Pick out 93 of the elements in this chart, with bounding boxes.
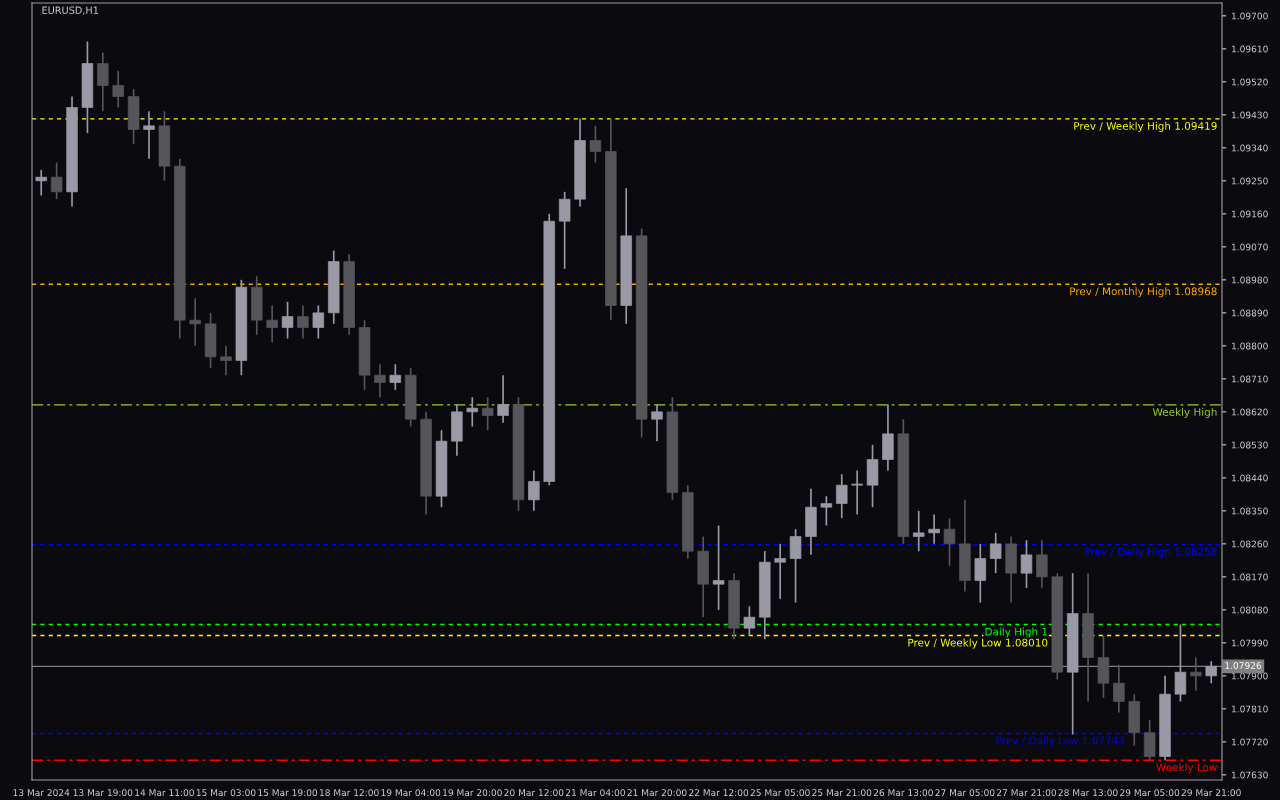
y-tick-label: 1.07990 bbox=[1232, 639, 1268, 647]
candlestick bbox=[312, 304, 325, 340]
x-tick-label: 28 Mar 13:00 bbox=[1058, 789, 1118, 797]
candlestick bbox=[389, 363, 402, 391]
y-tick-label: 1.09700 bbox=[1232, 12, 1268, 20]
ref-line-label: Daily High 1 bbox=[985, 627, 1048, 638]
y-tick-label: 1.09340 bbox=[1232, 144, 1268, 152]
candlestick bbox=[943, 517, 956, 567]
candlestick bbox=[1205, 660, 1217, 685]
chart-title: EURUSD,H1 bbox=[42, 6, 98, 15]
candlestick bbox=[112, 70, 124, 109]
ref-line-label: Weekly Low bbox=[1156, 763, 1217, 774]
y-tick-label: 1.07720 bbox=[1232, 738, 1268, 746]
x-tick-label: 21 Mar 04:00 bbox=[565, 789, 625, 797]
ref-line-label: Weekly High bbox=[1152, 407, 1217, 418]
candlestick bbox=[589, 125, 602, 164]
y-tick-label: 1.08800 bbox=[1232, 342, 1268, 350]
y-tick-label: 1.07900 bbox=[1232, 672, 1268, 680]
ref-line-label: Prev / Monthly High 1.08968 bbox=[1070, 287, 1217, 298]
candlestick bbox=[1113, 664, 1125, 714]
candlestick bbox=[143, 110, 155, 160]
x-tick-label: 13 Mar 19:00 bbox=[73, 789, 133, 797]
x-tick-label: 15 Mar 03:00 bbox=[196, 789, 256, 797]
x-tick-label: 27 Mar 21:00 bbox=[997, 789, 1057, 797]
candlestick bbox=[481, 396, 494, 432]
x-tick-label: 18 Mar 12:00 bbox=[319, 789, 379, 797]
x-tick-label: 25 Mar 21:00 bbox=[812, 789, 872, 797]
ref-line-label: Prev / Daily Low 1.07743 bbox=[996, 736, 1125, 747]
y-tick-label: 1.08440 bbox=[1232, 474, 1268, 482]
candlestick bbox=[820, 495, 833, 527]
y-tick-label: 1.08350 bbox=[1232, 507, 1268, 515]
y-tick-label: 1.08980 bbox=[1232, 276, 1268, 284]
y-tick-label: 1.08530 bbox=[1232, 441, 1268, 449]
candlestick bbox=[97, 51, 109, 113]
candlestick bbox=[266, 304, 278, 344]
candlestick bbox=[651, 403, 663, 443]
x-tick-label: 19 Mar 04:00 bbox=[381, 789, 441, 797]
x-tick-label: 27 Mar 05:00 bbox=[935, 789, 995, 797]
y-tick-label: 1.08260 bbox=[1232, 540, 1268, 548]
candlestick bbox=[1174, 623, 1187, 703]
y-tick-label: 1.07810 bbox=[1232, 705, 1268, 713]
x-tick-label: 19 Mar 20:00 bbox=[443, 789, 502, 797]
candlestick bbox=[1036, 539, 1048, 589]
candlestick bbox=[35, 169, 47, 197]
candlestick bbox=[836, 473, 848, 520]
y-tick-label: 1.09250 bbox=[1232, 177, 1268, 185]
y-tick-label: 1.08620 bbox=[1232, 408, 1268, 416]
y-tick-label: 1.08080 bbox=[1232, 606, 1268, 614]
candlestick bbox=[928, 513, 940, 545]
candlestick bbox=[281, 301, 294, 340]
candlestick bbox=[774, 543, 786, 600]
ref-line-label: 1.07926 bbox=[1225, 662, 1262, 669]
candlestick bbox=[1020, 539, 1033, 589]
candlestick bbox=[743, 605, 756, 637]
x-tick-label: 13 Mar 2024 bbox=[13, 789, 70, 797]
candlestick bbox=[497, 374, 509, 424]
candlestick bbox=[1143, 719, 1156, 762]
candlestick bbox=[789, 528, 802, 604]
y-tick-label: 1.09160 bbox=[1232, 210, 1268, 218]
y-tick-label: 1.07630 bbox=[1232, 771, 1268, 779]
candlestick bbox=[50, 161, 63, 201]
y-tick-label: 1.08890 bbox=[1232, 309, 1268, 317]
x-tick-label: 26 Mar 13:00 bbox=[873, 789, 933, 797]
ref-line-label: Prev / Weekly Low 1.08010 bbox=[908, 638, 1048, 649]
x-tick-label: 29 Mar 21:00 bbox=[1181, 789, 1241, 797]
candlestick bbox=[374, 363, 386, 399]
ref-line-label: Prev / Weekly High 1.09419 bbox=[1074, 121, 1217, 132]
candlestick bbox=[189, 297, 201, 347]
candlestick bbox=[466, 396, 479, 428]
candlestick bbox=[297, 304, 309, 340]
x-tick-label: 25 Mar 05:00 bbox=[750, 789, 810, 797]
y-tick-label: 1.08710 bbox=[1232, 375, 1268, 383]
ref-line-label: Prev / Daily High 1.08258 bbox=[1085, 547, 1217, 558]
candlestick bbox=[558, 191, 571, 270]
candlestick bbox=[220, 345, 232, 377]
candlestick bbox=[912, 510, 925, 553]
x-tick-label: 21 Mar 20:00 bbox=[627, 789, 687, 797]
y-tick-label: 1.09070 bbox=[1232, 243, 1268, 251]
x-tick-label: 29 Mar 05:00 bbox=[1120, 789, 1180, 797]
candlestick bbox=[851, 469, 863, 516]
candlestick bbox=[712, 524, 725, 611]
candlestick bbox=[1190, 656, 1202, 692]
x-tick-label: 20 Mar 12:00 bbox=[504, 789, 564, 797]
candlestick bbox=[528, 469, 540, 512]
x-tick-label: 15 Mar 19:00 bbox=[258, 789, 318, 797]
candlestick bbox=[974, 543, 987, 604]
x-tick-label: 14 Mar 11:00 bbox=[135, 789, 194, 797]
candlestick bbox=[989, 532, 1002, 575]
x-tick-label: 22 Mar 12:00 bbox=[689, 789, 749, 797]
y-tick-label: 1.09430 bbox=[1232, 111, 1268, 119]
y-tick-label: 1.09520 bbox=[1232, 78, 1268, 86]
y-tick-label: 1.08170 bbox=[1232, 573, 1268, 581]
y-tick-label: 1.09610 bbox=[1232, 45, 1268, 53]
